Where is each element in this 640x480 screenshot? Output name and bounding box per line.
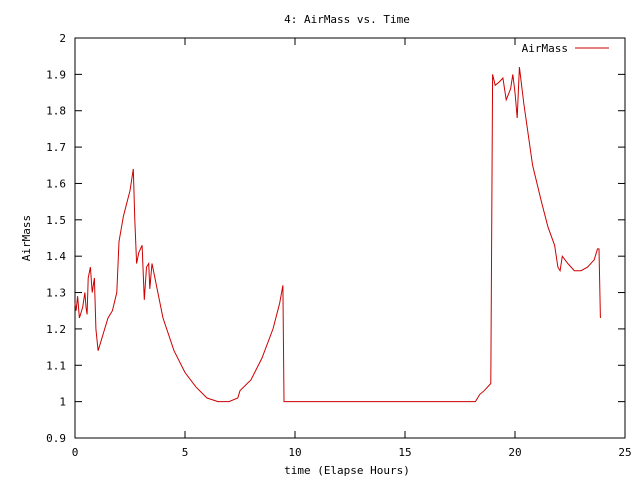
plot-frame xyxy=(74,37,626,439)
y-tick-label: 1.2 xyxy=(46,323,66,336)
y-tick-label: 1.8 xyxy=(46,105,66,118)
y-axis-ticks: 0.9 1 1.1 1.2 1.3 1.4 1.5 1.6 1.7 1.8 1.9 2 xyxy=(46,32,625,445)
y-tick-label: 1.5 xyxy=(46,214,66,227)
y-tick-label: 1.9 xyxy=(46,68,66,81)
y-tick-label: 1.4 xyxy=(46,250,66,263)
y-tick-label: 1.7 xyxy=(46,141,66,154)
y-tick-label: 1 xyxy=(59,396,66,409)
y-tick-label: 2 xyxy=(59,32,66,45)
y-tick-label: 1.3 xyxy=(46,287,66,300)
series-line-airmass xyxy=(74,67,601,403)
x-axis-label: time (Elapse Hours) xyxy=(284,464,410,477)
x-tick-label: 10 xyxy=(288,446,301,459)
x-tick-label: 0 xyxy=(72,446,79,459)
legend: AirMass xyxy=(522,42,609,55)
x-tick-label: 15 xyxy=(398,446,411,459)
chart-title: 4: AirMass vs. Time xyxy=(284,13,410,26)
x-tick-label: 20 xyxy=(508,446,521,459)
series-layer xyxy=(74,67,601,403)
x-tick-label: 5 xyxy=(182,446,189,459)
legend-label: AirMass xyxy=(522,42,568,55)
x-tick-label: 25 xyxy=(618,446,631,459)
x-axis-ticks: 0 5 10 15 20 25 xyxy=(72,38,632,459)
y-axis-label: AirMass xyxy=(20,215,33,261)
y-tick-label: 0.9 xyxy=(46,432,66,445)
y-tick-label: 1.1 xyxy=(46,359,66,372)
y-tick-label: 1.6 xyxy=(46,177,66,190)
